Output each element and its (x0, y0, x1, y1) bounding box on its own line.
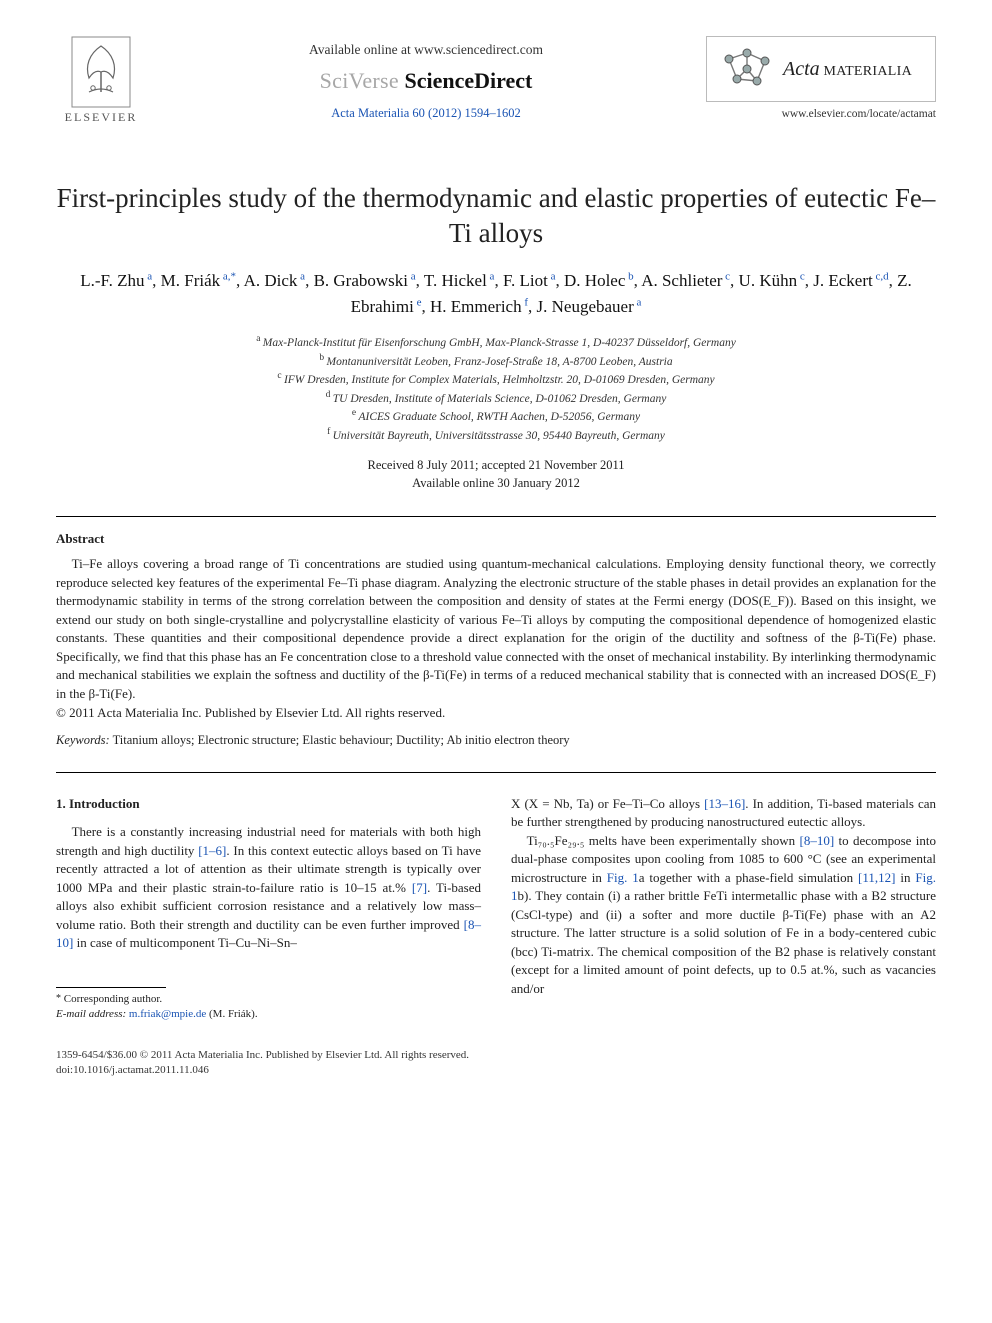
issn-copyright-line: 1359-6454/$36.00 © 2011 Acta Materialia … (56, 1048, 936, 1063)
author-affiliation-sup[interactable]: a (548, 270, 556, 282)
abstract-heading: Abstract (56, 531, 936, 547)
author-affiliation-sup[interactable]: e (414, 296, 422, 308)
keywords: Keywords: Titanium alloys; Electronic st… (56, 733, 936, 748)
received-accepted-date: Received 8 July 2011; accepted 21 Novemb… (56, 456, 936, 474)
right-column: X (X = Nb, Ta) or Fe–Ti–Co alloys [13–16… (511, 795, 936, 1022)
author-name: U. Kühn (739, 271, 798, 290)
footnotes: * Corresponding author. E-mail address: … (56, 992, 481, 1023)
ref-link[interactable]: [11,12] (858, 870, 895, 885)
author-affiliation-sup[interactable]: f (522, 296, 528, 308)
affiliation-text: Montanuniversität Leoben, Franz-Josef-St… (326, 355, 672, 367)
ref-link[interactable]: [13–16] (704, 796, 745, 811)
author-name: T. Hickel (424, 271, 487, 290)
affiliation-list: a Max-Planck-Institut für Eisenforschung… (56, 333, 936, 444)
author-affiliation-sup[interactable]: b (625, 270, 633, 282)
author-name: F. Liot (503, 271, 548, 290)
author-name: J. Neugebauer (537, 297, 634, 316)
affiliation-line: a Max-Planck-Institut für Eisenforschung… (56, 333, 936, 352)
affiliation-text: IFW Dresden, Institute for Complex Mater… (284, 374, 715, 386)
acta-materialia-word: MATERIALIA (820, 64, 912, 79)
affiliation-text: Universität Bayreuth, Universitätsstrass… (333, 429, 665, 441)
section-heading-1: 1. Introduction (56, 795, 481, 813)
affiliation-text: AICES Graduate School, RWTH Aachen, D-52… (358, 411, 640, 423)
author-affiliation-sup[interactable]: c,d (873, 270, 889, 282)
intro-paragraph-2: Ti₇₀.₅Fe₂₉.₅ melts have been experimenta… (511, 832, 936, 998)
intro-paragraph-1-cont: X (X = Nb, Ta) or Fe–Ti–Co alloys [13–16… (511, 795, 936, 832)
brand-sciencedirect: ScienceDirect (405, 68, 533, 93)
corresponding-author-note: * Corresponding author. (56, 992, 481, 1007)
affiliation-text: TU Dresden, Institute of Materials Scien… (333, 392, 667, 404)
elsevier-tree-icon (70, 36, 132, 108)
keywords-label: Keywords: (56, 733, 110, 747)
acta-title: Acta MATERIALIA (783, 58, 912, 81)
available-online-date: Available online 30 January 2012 (56, 474, 936, 492)
ref-link[interactable]: [7] (412, 880, 427, 895)
article-title: First-principles study of the thermodyna… (56, 181, 936, 250)
affiliation-line: b Montanuniversität Leoben, Franz-Josef-… (56, 352, 936, 371)
author-name: H. Emmerich (430, 297, 522, 316)
body-columns: 1. Introduction There is a constantly in… (56, 795, 936, 1022)
author-affiliation-sup[interactable]: a (408, 270, 416, 282)
elsevier-logo: ELSEVIER (56, 36, 146, 125)
acta-italic: Acta (783, 58, 820, 80)
page-footer: 1359-6454/$36.00 © 2011 Acta Materialia … (56, 1048, 936, 1078)
author-name: B. Grabowski (314, 271, 408, 290)
affiliation-key: a (256, 334, 263, 344)
affiliation-key: d (326, 390, 333, 400)
horizontal-rule (56, 772, 936, 773)
author-name: L.-F. Zhu (80, 271, 144, 290)
email-line: E-mail address: m.friak@mpie.de (M. Friá… (56, 1007, 481, 1022)
figure-link[interactable]: Fig. 1 (607, 870, 639, 885)
affiliation-line: d TU Dresden, Institute of Materials Sci… (56, 389, 936, 408)
acta-network-icon (719, 45, 775, 93)
page-header: ELSEVIER Available online at www.science… (56, 36, 936, 125)
ref-link[interactable]: [1–6] (198, 843, 226, 858)
author-name: M. Friák (161, 271, 221, 290)
header-center: Available online at www.sciencedirect.co… (146, 36, 706, 121)
abstract-body: Ti–Fe alloys covering a broad range of T… (56, 555, 936, 703)
doi-line: doi:10.1016/j.actamat.2011.11.046 (56, 1063, 936, 1078)
author-list: L.-F. Zhu a, M. Friák a,*, A. Dick a, B.… (56, 268, 936, 319)
affiliation-key: c (277, 371, 284, 381)
journal-url[interactable]: www.elsevier.com/locate/actamat (706, 108, 936, 120)
author-name: J. Eckert (813, 271, 872, 290)
corresponding-email-link[interactable]: m.friak@mpie.de (129, 1008, 206, 1020)
author-name: A. Dick (244, 271, 298, 290)
horizontal-rule (56, 516, 936, 517)
author-affiliation-sup[interactable]: a (297, 270, 305, 282)
author-affiliation-sup[interactable]: c (797, 270, 805, 282)
left-column: 1. Introduction There is a constantly in… (56, 795, 481, 1022)
author-affiliation-sup[interactable]: a (634, 296, 642, 308)
author-affiliation-sup[interactable]: a (145, 270, 153, 282)
sciencedirect-brand: SciVerse ScienceDirect (146, 68, 706, 94)
affiliation-line: e AICES Graduate School, RWTH Aachen, D-… (56, 407, 936, 426)
article-dates: Received 8 July 2011; accepted 21 Novemb… (56, 456, 936, 492)
journal-citation-link[interactable]: Acta Materialia 60 (2012) 1594–1602 (146, 106, 706, 121)
author-name: A. Schlieter (641, 271, 722, 290)
author-affiliation-sup[interactable]: a,* (220, 270, 236, 282)
author-affiliation-sup[interactable]: a (487, 270, 495, 282)
intro-paragraph-1: There is a constantly increasing industr… (56, 823, 481, 952)
footnote-rule (56, 987, 166, 988)
journal-logo-box: Acta MATERIALIA www.elsevier.com/locate/… (706, 36, 936, 120)
available-online-text: Available online at www.sciencedirect.co… (146, 42, 706, 58)
affiliation-line: c IFW Dresden, Institute for Complex Mat… (56, 370, 936, 389)
brand-sciverse: SciVerse (320, 68, 399, 93)
author-affiliation-sup[interactable]: c (722, 270, 730, 282)
author-name: D. Holec (564, 271, 625, 290)
abstract-copyright: © 2011 Acta Materialia Inc. Published by… (56, 705, 936, 721)
acta-materialia-brand: Acta MATERIALIA (706, 36, 936, 102)
keywords-text: Titanium alloys; Electronic structure; E… (110, 733, 570, 747)
elsevier-label: ELSEVIER (65, 110, 138, 125)
ref-link[interactable]: [8–10] (800, 833, 835, 848)
affiliation-line: f Universität Bayreuth, Universitätsstra… (56, 426, 936, 445)
affiliation-text: Max-Planck-Institut für Eisenforschung G… (263, 337, 736, 349)
